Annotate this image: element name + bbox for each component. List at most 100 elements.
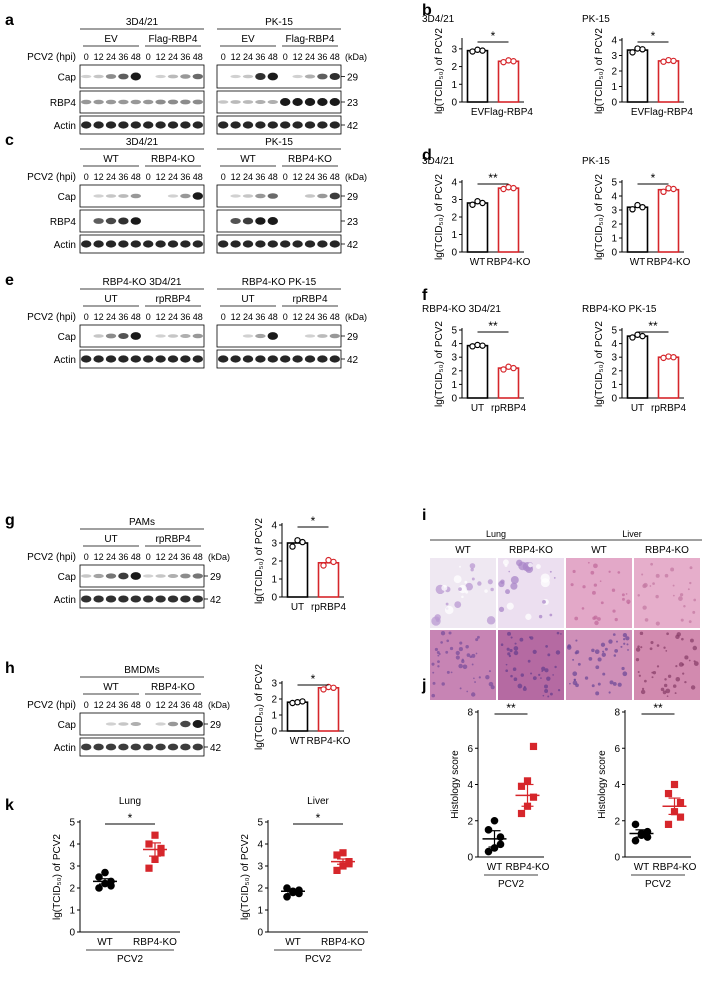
y-tick-label: 0: [614, 853, 620, 864]
timepoint-label: 36: [118, 172, 128, 182]
x-tick-label: UT: [471, 403, 484, 414]
protein-band: [180, 743, 191, 751]
kda-marker-label: 23: [347, 217, 359, 228]
micrograph-background: [634, 558, 700, 628]
timepoint-label: 48: [131, 312, 141, 322]
tissue-cell: [473, 677, 475, 680]
chart-b2: PK-15 0 1 2 3 4 lg(TCID₅₀) of PCV2 EV Flag-RBP4 *: [582, 14, 693, 118]
protein-band: [280, 240, 291, 248]
tissue-cell: [650, 562, 653, 566]
protein-band: [93, 194, 104, 198]
tissue-cell: [504, 563, 508, 567]
y-tick-label: 6: [467, 744, 473, 755]
chart-title: Liver: [307, 796, 329, 807]
x-tick-label: WT: [630, 257, 646, 268]
protein-band: [93, 334, 104, 338]
protein-band: [155, 74, 166, 79]
data-point: [151, 831, 159, 839]
chart-title: 3D4/21: [422, 14, 455, 25]
tissue-cell: [552, 674, 554, 676]
timepoint-label: 0: [283, 52, 288, 62]
protein-band: [155, 722, 166, 726]
timepoint-label: 24: [168, 312, 178, 322]
tissue-cell: [649, 647, 653, 651]
protein-band: [155, 743, 166, 751]
protein-band: [118, 240, 129, 248]
tissue-cell: [540, 578, 550, 588]
tissue-cell: [444, 605, 454, 615]
tissue-label: Liver: [622, 529, 642, 539]
protein-band: [317, 334, 328, 338]
tissue-cell: [498, 580, 505, 588]
treatment-label: Flag-RBP4: [149, 34, 198, 45]
data-point: [490, 816, 499, 825]
significance-marker: *: [651, 29, 656, 43]
tissue-cell: [595, 691, 600, 696]
data-point: [151, 855, 159, 863]
timepoint-label: 12: [156, 552, 166, 562]
protein-band: [105, 595, 117, 603]
tissue-cell: [530, 672, 533, 675]
tissue-cell: [660, 687, 665, 692]
tissue-cell: [627, 649, 629, 651]
timepoint-label: 48: [193, 172, 203, 182]
protein-band: [105, 74, 117, 79]
tissue-cell: [544, 668, 549, 673]
tissue-cell: [663, 683, 668, 688]
y-tick-label: 2: [467, 816, 473, 827]
tissue-cell: [459, 641, 463, 645]
y-tick-label: 5: [451, 326, 457, 337]
protein-band: [180, 573, 191, 579]
protein-band: [93, 573, 104, 579]
kda-marker-label: 42: [347, 355, 359, 366]
treatment-label: EV: [241, 34, 255, 45]
tissue-cell: [674, 692, 677, 695]
tissue-cell: [594, 620, 599, 626]
timepoint-label: 24: [106, 700, 116, 710]
treatment-label: EV: [104, 34, 118, 45]
y-tick-label: 4: [451, 339, 457, 350]
y-tick-label: 2: [611, 220, 617, 231]
data-point: [660, 354, 667, 362]
tissue-cell: [474, 681, 476, 683]
tissue-cell: [465, 582, 474, 591]
tissue-cell: [566, 645, 572, 650]
protein-band: [255, 355, 266, 363]
tissue-cell: [459, 687, 462, 690]
data-point: [629, 206, 636, 213]
timepoint-label: 0: [84, 52, 89, 62]
tissue-cell: [635, 647, 641, 652]
protein-band: [118, 194, 129, 198]
timepoint-label: 12: [94, 312, 104, 322]
tissue-cell: [637, 670, 640, 674]
y-tick-label: 4: [451, 178, 457, 189]
blot-strip: [79, 324, 205, 348]
tissue-cell: [557, 689, 561, 692]
tissue-cell: [441, 682, 445, 686]
tissue-cell: [597, 657, 602, 662]
protein-band: [105, 743, 117, 751]
tissue-cell: [490, 685, 495, 690]
blot-strip: [79, 90, 205, 114]
treatment-label: UT: [241, 294, 254, 305]
y-tick-label: 5: [611, 326, 617, 337]
data-point: [330, 684, 337, 692]
tissue-cell: [678, 596, 683, 601]
y-tick-label: 3: [611, 353, 617, 364]
tissue-cell: [484, 589, 488, 593]
data-point: [665, 56, 672, 64]
protein-band: [167, 721, 179, 727]
y-tick-label: 2: [271, 695, 277, 706]
protein-band: [242, 100, 254, 104]
data-point: [320, 686, 327, 693]
protein-row-label: Actin: [54, 121, 76, 132]
tissue-cell: [612, 682, 617, 686]
protein-band: [167, 74, 179, 79]
tissue-cell: [672, 594, 675, 597]
tissue-cell: [519, 637, 524, 642]
tissue-cell: [549, 692, 553, 696]
data-point: [479, 342, 486, 349]
tissue-cell: [590, 570, 595, 575]
protein-band: [292, 121, 303, 129]
protein-band: [93, 743, 104, 751]
